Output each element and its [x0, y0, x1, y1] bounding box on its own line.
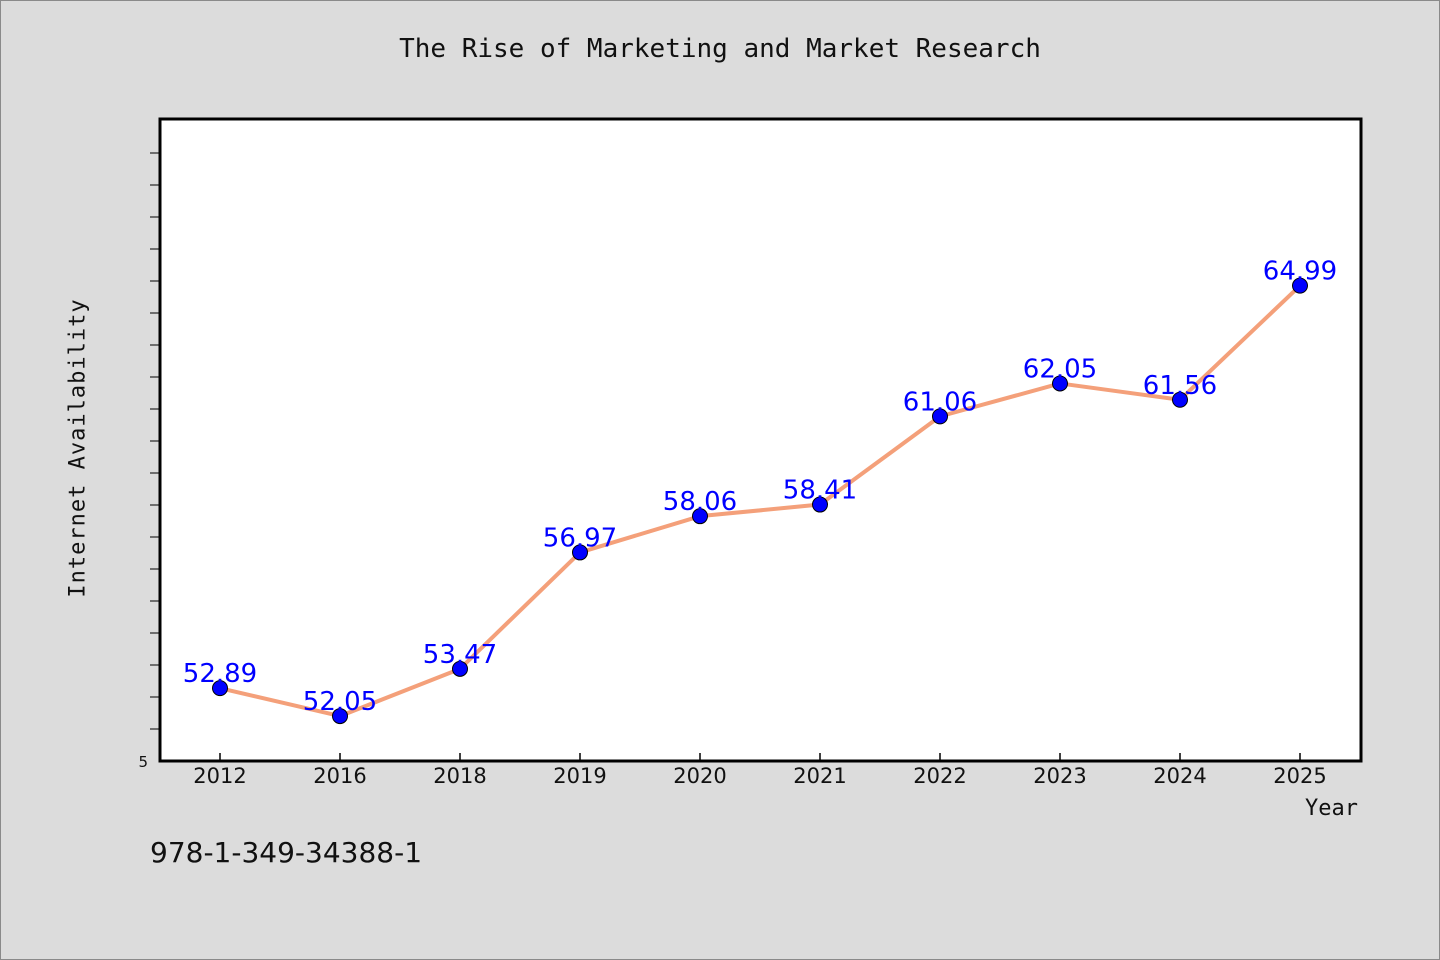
x-tick-label: 2018 [433, 764, 486, 788]
chart-title: The Rise of Marketing and Market Researc… [399, 34, 1041, 64]
x-axis-label: Year [1305, 796, 1358, 821]
isbn-footnote: 978-1-349-34388-1 [150, 836, 423, 869]
data-label: 58.41 [783, 476, 857, 506]
x-tick-label: 2019 [553, 764, 606, 788]
x-tick-label: 2023 [1033, 764, 1086, 788]
data-label: 61.06 [903, 387, 977, 417]
x-tick-label: 2025 [1273, 764, 1326, 788]
data-point [1052, 375, 1068, 392]
data-label: 61.56 [1143, 371, 1217, 401]
series-line [218, 283, 1302, 719]
x-tick-label: 2024 [1153, 764, 1206, 788]
data-point [452, 660, 468, 677]
data-point [1292, 277, 1308, 294]
data-label: 53.47 [423, 640, 497, 670]
data-label: 56.97 [543, 523, 617, 553]
data-point [692, 508, 708, 525]
x-tick-label: 2021 [793, 764, 846, 788]
data-point [932, 408, 948, 425]
data-point [1172, 391, 1188, 408]
data-point [212, 680, 228, 697]
data-point [572, 544, 588, 561]
x-tick-label: 2022 [913, 764, 966, 788]
data-label: 52.05 [303, 687, 377, 717]
x-tick-label: 2016 [313, 764, 366, 788]
data-label: 64.99 [1263, 257, 1337, 287]
data-label: 62.05 [1023, 354, 1097, 384]
data-point [812, 496, 828, 513]
data-label: 58.06 [663, 487, 737, 517]
x-tick-label: 2012 [193, 764, 246, 788]
data-label: 52.89 [183, 659, 257, 689]
plot-area [158, 117, 1363, 763]
y-tick-label: 5 [138, 753, 148, 771]
x-tick-label: 2020 [673, 764, 726, 788]
data-point [332, 708, 348, 725]
